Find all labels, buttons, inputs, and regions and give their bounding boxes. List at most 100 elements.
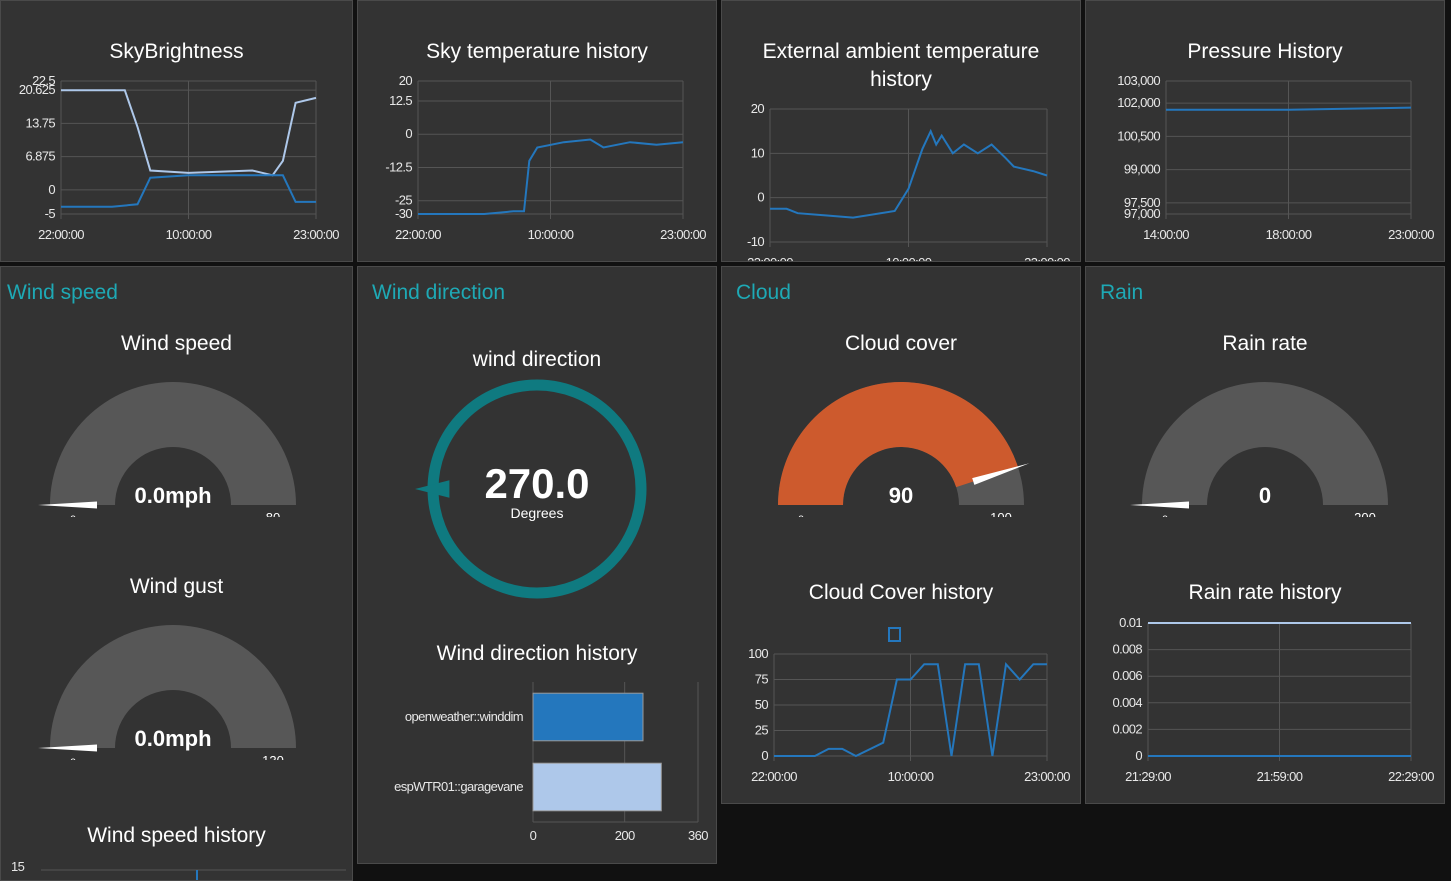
wind-gust-gauge: 0.0mph mph 0 130 xyxy=(38,625,296,760)
gauge-value: 0.0mph xyxy=(134,483,211,508)
gauge-max: 200 xyxy=(1354,510,1376,517)
series-line-1 xyxy=(1166,106,1412,111)
compass-unit: Degrees xyxy=(511,505,564,521)
gauge-min: 0 xyxy=(1162,514,1168,517)
rain-group: Rain Rain rate 0 mm/hr 0 200 Rain rate hist… xyxy=(1085,266,1445,804)
legend-marker xyxy=(888,627,901,642)
x-tick-label: 22:00:00 xyxy=(751,769,797,784)
y-tick-label: -30 xyxy=(395,206,412,221)
wind-speed-history-chart: 15 xyxy=(11,859,346,880)
series-line-1 xyxy=(770,128,1048,219)
y-tick-label: 6.875 xyxy=(25,149,55,164)
y-tick-label: 97,500 xyxy=(1124,195,1161,210)
cloud-cover-gauge: 90% 0 100 xyxy=(778,382,1030,517)
y-tick-label: 20 xyxy=(751,101,765,116)
chart-title: SkyBrightness xyxy=(109,40,244,63)
gauge-unit: mm/hr xyxy=(1249,516,1281,517)
y-tick-label: 50 xyxy=(755,697,769,712)
gauge-track xyxy=(50,625,296,748)
wind-compass: 270.0 Degrees xyxy=(415,379,647,599)
x-tick-label: 21:59:00 xyxy=(1257,769,1303,784)
y-tick-label: 100 xyxy=(748,646,768,661)
gauge-needle xyxy=(1130,501,1189,509)
y-tick-label: 97,000 xyxy=(1124,206,1161,221)
gauge-fill xyxy=(778,382,1018,505)
bar xyxy=(532,692,644,742)
y-tick-label: 75 xyxy=(755,672,769,687)
series-line-1 xyxy=(774,661,1047,758)
wind-direction-history-chart: 0 200 360 openweather::winddimespWTR01::gar… xyxy=(394,682,709,843)
y-tick-label: 20 xyxy=(399,73,413,88)
gauge-needle xyxy=(972,463,1030,485)
x-tick-label: 21:29:00 xyxy=(1125,769,1171,784)
sky-brightness-panel: SkyBrightness 22.5 20.625 13.75 6.875 0 -5 22:… xyxy=(0,0,353,262)
x-tick-label: 22:00:00 xyxy=(38,227,84,242)
y-tick-label: 0.01 xyxy=(1119,615,1142,630)
group-title-rain: Rain xyxy=(1100,281,1144,304)
chart-title-line1: External ambient temperature xyxy=(762,40,1040,63)
chart-title: Cloud Cover history xyxy=(808,581,994,604)
y-tick-label: 0.008 xyxy=(1112,642,1142,657)
series-line-1 xyxy=(418,138,684,215)
wind-direction-group: Wind direction wind direction 270.0 Degr… xyxy=(357,266,717,864)
category-label: openweather::winddim xyxy=(405,709,523,724)
gauge-min: 0 xyxy=(798,514,804,517)
y-tick-label: 0 xyxy=(757,190,764,205)
y-tick-label: 10 xyxy=(751,145,765,160)
category-label: espWTR01::garagevane xyxy=(394,779,523,794)
x-tick-label: 23:00:00 xyxy=(660,227,706,242)
group-title-wind-speed: Wind speed xyxy=(7,281,118,304)
gauge-needle xyxy=(38,501,97,509)
gauge-needle xyxy=(38,744,97,752)
y-tick-label: 25 xyxy=(755,723,769,738)
chart-title: Pressure History xyxy=(1187,40,1343,63)
x-tick-label: 18:00:00 xyxy=(1266,227,1312,242)
x-tick-label: 22:29:00 xyxy=(1388,769,1434,784)
y-tick-label: 0 xyxy=(405,126,412,141)
chart-title-line2: history xyxy=(870,68,932,91)
wind-speed-gauge: 0.0mph mph 0 80 xyxy=(38,382,296,517)
gauge-track xyxy=(50,382,296,505)
bar xyxy=(532,762,662,812)
x-tick-label: 23:00:00 xyxy=(293,227,339,242)
rain-history-chart: 0.01 0.008 0.006 0.004 0.002 0 21:29:00 21:59:0… xyxy=(1112,615,1434,784)
gauge-unit: mph xyxy=(162,516,183,517)
series-line-1 xyxy=(61,89,317,177)
gauge-title: Rain rate xyxy=(1222,332,1308,355)
x-tick-label: 23:00:00 xyxy=(1388,227,1434,242)
gauge-max: 100 xyxy=(990,510,1012,517)
x-tick-label: 200 xyxy=(615,828,635,843)
x-tick-label: 23:00:00 xyxy=(1024,769,1070,784)
y-tick-label: 20.625 xyxy=(19,82,56,97)
gauge-value: 0 xyxy=(1259,483,1271,508)
y-tick-label: 15 xyxy=(11,859,25,874)
series-line-2 xyxy=(61,174,316,208)
x-tick-label: 10:00:00 xyxy=(528,227,574,242)
compass-pointer xyxy=(415,480,450,498)
x-tick-label: 14:00:00 xyxy=(1143,227,1189,242)
compass-value: 270.0 xyxy=(484,460,589,507)
gauge-value: 90 xyxy=(889,483,913,508)
x-tick-label: 10:00:00 xyxy=(886,255,932,262)
group-title-wind-direction: Wind direction xyxy=(372,281,506,304)
x-tick-label: 10:00:00 xyxy=(888,769,934,784)
y-tick-label: 13.75 xyxy=(25,115,55,130)
ambient-temp-chart: 20 10 0 -10 22:00:00 10:00:00 23:00:00 xyxy=(747,101,1071,262)
x-tick-label: 22:00:00 xyxy=(395,227,441,242)
sky-temp-chart: 20 12.5 0 -12.5 -25-30 22:00:00 10:00:00 23:00:… xyxy=(385,73,707,242)
y-tick-label: 103,000 xyxy=(1117,73,1160,88)
rain-rate-gauge: 0 mm/hr 0 200 xyxy=(1130,382,1388,517)
wind-speed-group: Wind speed Wind speed 0.0mph mph 0 80 Wind … xyxy=(0,266,353,881)
y-tick-label: 0.004 xyxy=(1112,695,1142,710)
x-tick-label: 0 xyxy=(530,828,537,843)
sky-brightness-chart: 22.520.625 13.75 6.875 0 -5 22:00:00 10:00:00 2… xyxy=(19,73,340,242)
chart-title: Rain rate history xyxy=(1188,581,1342,604)
gauge-track xyxy=(1142,382,1388,505)
chart-title: Wind speed history xyxy=(87,824,266,847)
cloud-group: Cloud Cloud cover 90% 0 100 Cloud Cover hi… xyxy=(721,266,1081,804)
x-tick-label: 22:00:00 xyxy=(747,255,793,262)
y-tick-label: -12.5 xyxy=(385,159,412,174)
gauge-title: Cloud cover xyxy=(844,332,958,355)
x-tick-label: 360 xyxy=(688,828,708,843)
ambient-temp-panel: External ambient temperature history 20 1… xyxy=(721,0,1081,262)
